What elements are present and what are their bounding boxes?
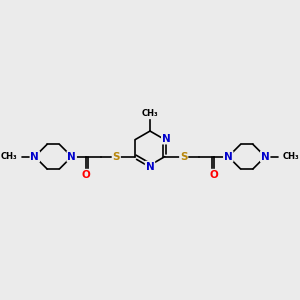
Text: N: N [68, 152, 76, 162]
Text: CH₃: CH₃ [142, 110, 158, 118]
Text: N: N [146, 162, 154, 172]
Text: CH₃: CH₃ [1, 152, 18, 161]
Text: N: N [162, 134, 171, 144]
Text: O: O [210, 169, 218, 180]
Text: N: N [261, 152, 270, 162]
Text: N: N [30, 152, 39, 162]
Text: S: S [180, 152, 188, 162]
Text: O: O [82, 169, 90, 180]
Text: N: N [224, 152, 233, 162]
Text: S: S [112, 152, 120, 162]
Text: CH₃: CH₃ [282, 152, 299, 161]
